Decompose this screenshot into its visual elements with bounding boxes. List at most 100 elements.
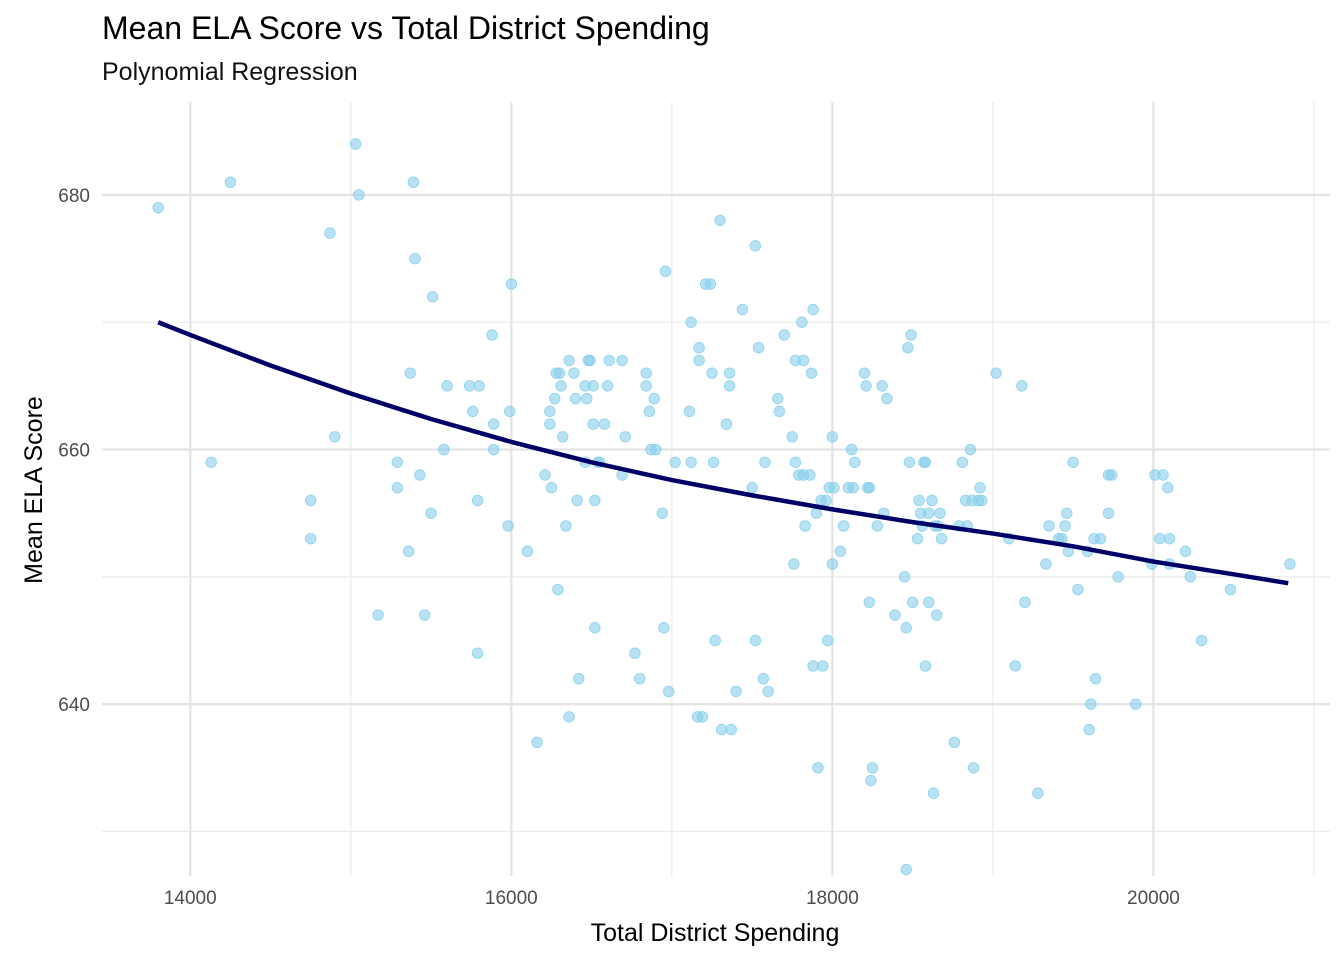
data-point [1163, 532, 1176, 545]
data-point [552, 583, 564, 596]
data-point [619, 431, 632, 443]
data-point [544, 405, 556, 418]
data-point [555, 380, 567, 392]
data-point [847, 482, 859, 494]
data-point [1009, 660, 1022, 672]
data-point [643, 405, 656, 418]
data-point [723, 367, 736, 379]
data-point [948, 736, 961, 749]
data-point [425, 507, 437, 519]
data-point [205, 456, 217, 468]
regression-curve-group [157, 320, 1289, 586]
data-point [898, 571, 911, 583]
data-point [1094, 532, 1107, 545]
data-point [956, 456, 969, 468]
data-point [820, 494, 832, 507]
data-point [786, 431, 798, 443]
data-point [926, 494, 938, 507]
data-point [772, 392, 784, 405]
data-point [1019, 596, 1031, 608]
data-point [1162, 482, 1174, 494]
data-point [749, 634, 762, 647]
x-axis-ticks: 14000 16000 18000 20000 [164, 888, 1180, 909]
data-point [505, 278, 518, 290]
data-point [797, 354, 810, 367]
data-point [1157, 469, 1169, 481]
x-tick-label: 14000 [164, 888, 217, 909]
data-point [913, 494, 925, 507]
data-point [762, 685, 774, 698]
data-point [463, 380, 476, 392]
data-point [900, 622, 912, 634]
y-axis-ticks: 640 660 680 [58, 186, 90, 716]
data-point [372, 609, 384, 621]
data-point [736, 303, 749, 316]
data-point [778, 329, 790, 341]
data-point [967, 762, 980, 774]
data-point [817, 660, 829, 672]
data-point [964, 443, 977, 456]
data-point [1043, 520, 1055, 532]
data-point [720, 418, 733, 430]
data-point [329, 431, 341, 443]
data-point [656, 507, 668, 519]
data-point [683, 405, 696, 418]
data-point [224, 176, 237, 188]
data-point [1130, 698, 1142, 710]
data-point [573, 672, 585, 685]
data-point [1016, 380, 1028, 392]
data-point [1085, 698, 1097, 710]
data-point [975, 494, 988, 507]
data-point [487, 443, 500, 456]
data-point [922, 596, 935, 608]
data-point [640, 367, 652, 379]
data-point [866, 762, 879, 774]
data-point [557, 431, 569, 443]
data-point [598, 418, 611, 430]
data-point [1184, 571, 1197, 583]
data-point [1112, 571, 1124, 583]
data-point [1072, 583, 1084, 596]
data-point [662, 685, 675, 698]
data-point [521, 545, 534, 558]
data-point [544, 418, 556, 430]
data-point [919, 660, 932, 672]
data-point [402, 545, 415, 558]
data-point [414, 469, 426, 481]
data-point [1105, 469, 1118, 481]
data-point [927, 787, 940, 799]
data-point [905, 329, 917, 341]
data-point [426, 291, 439, 303]
data-point [603, 354, 615, 367]
data-point [826, 431, 839, 443]
data-point [911, 532, 924, 545]
y-axis-title: Mean ELA Score [20, 396, 48, 584]
data-point [1040, 558, 1052, 570]
data-point [900, 863, 912, 876]
data-point [693, 341, 705, 354]
data-point [560, 520, 572, 532]
data-point [669, 456, 681, 468]
data-point [805, 367, 818, 379]
y-tick-label: 680 [58, 186, 90, 207]
data-points [152, 138, 1296, 876]
data-point [404, 367, 416, 379]
data-point [934, 507, 946, 519]
data-point [1195, 634, 1208, 647]
data-point [807, 660, 819, 672]
data-point [903, 456, 916, 468]
x-tick-label: 20000 [1127, 888, 1180, 909]
data-point [471, 494, 484, 507]
data-point [539, 469, 551, 481]
data-point [152, 201, 164, 214]
x-tick-label: 16000 [485, 888, 538, 909]
y-tick-label: 660 [58, 441, 90, 462]
data-point [650, 443, 662, 456]
data-point [349, 138, 362, 150]
x-axis-title: Total District Spending [591, 919, 840, 947]
data-point [391, 456, 404, 468]
data-point [931, 609, 943, 621]
data-point [584, 354, 596, 367]
data-point [658, 622, 670, 634]
data-point [659, 265, 672, 278]
